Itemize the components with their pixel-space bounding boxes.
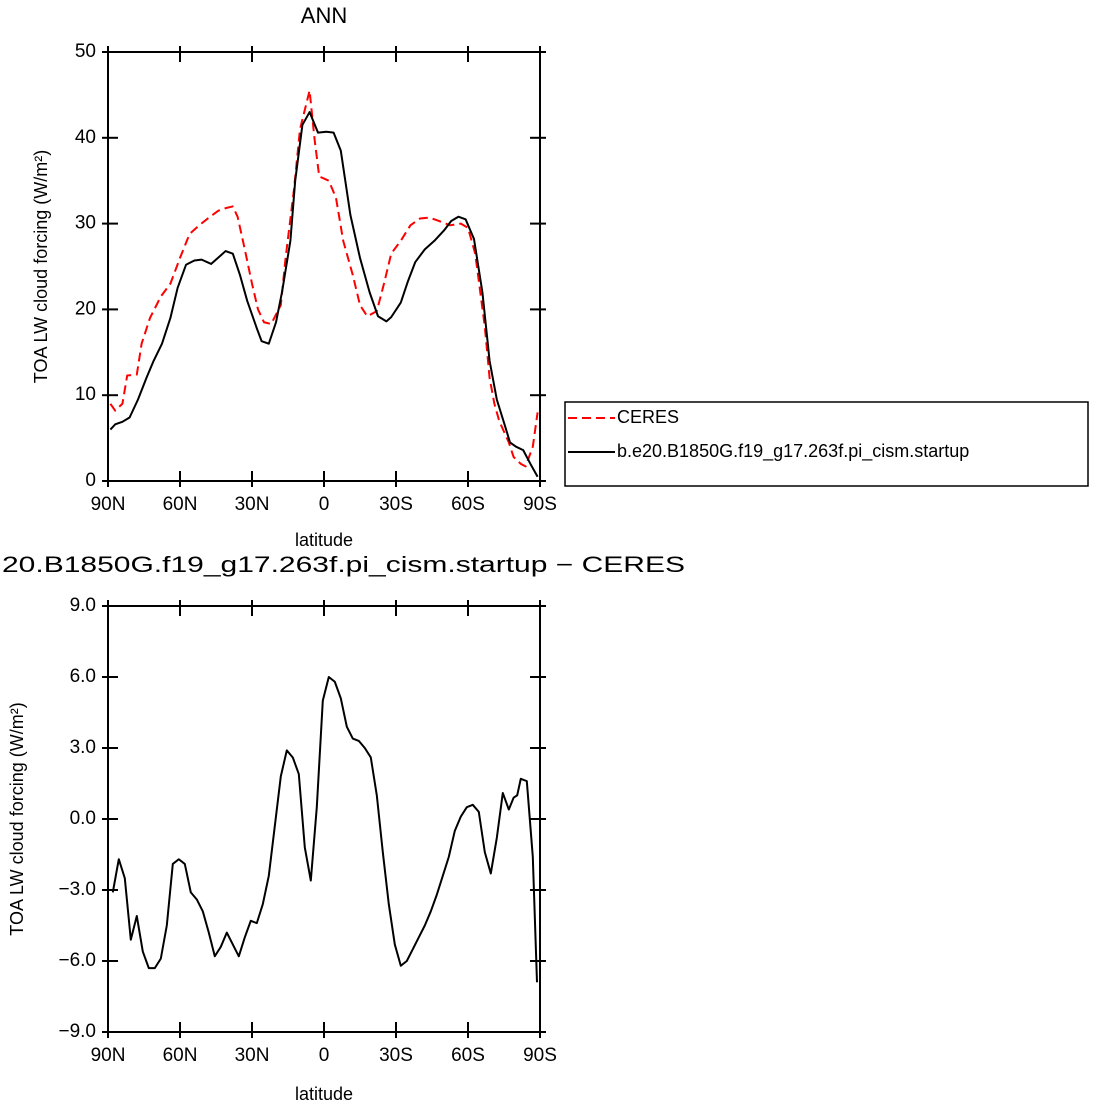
- x-axis-label: latitude: [295, 1084, 353, 1104]
- plot-frame: [107, 51, 541, 482]
- x-tick-label: 0: [319, 1045, 330, 1066]
- x-tick-label: 30S: [379, 1045, 413, 1066]
- y-tick-label: −3.0: [58, 879, 96, 900]
- data-line: [109, 111, 539, 478]
- y-tick-label: 6.0: [70, 666, 96, 687]
- x-tick-label: 90N: [91, 1045, 126, 1066]
- y-tick-label: −6.0: [58, 950, 96, 971]
- y-tick-label: −9.0: [58, 1021, 96, 1042]
- data-line: [111, 676, 538, 983]
- y-tick-label: 3.0: [70, 737, 96, 758]
- x-tick-label: 90N: [91, 494, 126, 515]
- plot-frame: [107, 605, 541, 1033]
- x-tick-label: 0: [319, 494, 330, 515]
- x-tick-label: 90S: [523, 1045, 557, 1066]
- y-tick-label: 10: [75, 384, 96, 405]
- chart-title: 20.B1850G.f19_g17.263f.pi_cism.startup −…: [2, 552, 685, 577]
- x-tick-label: 60S: [451, 494, 485, 515]
- y-tick-label: 0.0: [70, 808, 96, 829]
- x-tick-label: 60S: [451, 1045, 485, 1066]
- x-tick-label: 90S: [523, 494, 557, 515]
- y-tick-label: 9.0: [70, 595, 96, 616]
- legend-label: b.e20.B1850G.f19_g17.263f.pi_cism.startu…: [617, 441, 969, 462]
- x-axis-label: latitude: [295, 530, 353, 550]
- legend-label: CERES: [617, 407, 679, 427]
- y-tick-label: 30: [75, 213, 96, 234]
- y-axis-label: TOA LW cloud forcing (W/m²): [31, 150, 51, 383]
- y-tick-label: 50: [75, 41, 96, 62]
- data-line: [109, 89, 539, 468]
- y-axis-label: TOA LW cloud forcing (W/m²): [7, 702, 27, 935]
- x-tick-label: 30S: [379, 494, 413, 515]
- x-tick-label: 60N: [163, 1045, 198, 1066]
- x-tick-label: 30N: [235, 494, 270, 515]
- x-tick-label: 60N: [163, 494, 198, 515]
- y-tick-label: 0: [85, 470, 96, 491]
- y-tick-label: 20: [75, 298, 96, 319]
- x-tick-label: 30N: [235, 1045, 270, 1066]
- chart-title: ANN: [301, 3, 347, 28]
- y-tick-label: 40: [75, 127, 96, 148]
- legend-box: [564, 401, 1089, 487]
